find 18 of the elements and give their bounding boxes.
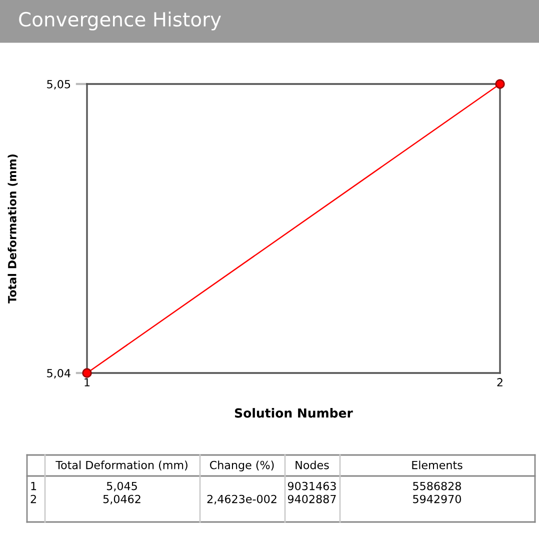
text: 9031463: [288, 482, 336, 490]
text: 5,0462: [103, 494, 140, 504]
y-tick-label: 5,04: [47, 368, 70, 379]
y-tick-label: 5,05: [47, 80, 70, 90]
text: Change (%): [210, 460, 274, 472]
text: 5942970: [413, 494, 462, 504]
text: 1: [31, 482, 36, 490]
x-axis-title: Solution Number: [234, 408, 353, 418]
text: 5,045: [106, 482, 137, 492]
text: 2,4623e-002: [207, 494, 276, 504]
chart-title: Convergence History: [19, 12, 221, 30]
text: Elements: [412, 460, 462, 470]
text: 5586828: [413, 482, 461, 490]
text: 2: [30, 494, 36, 504]
text: 9402887: [288, 494, 336, 504]
y-axis-title: Total Deformation (mm): [8, 154, 18, 304]
text: Total Deformation (mm): [56, 460, 188, 471]
text: Nodes: [296, 460, 329, 470]
